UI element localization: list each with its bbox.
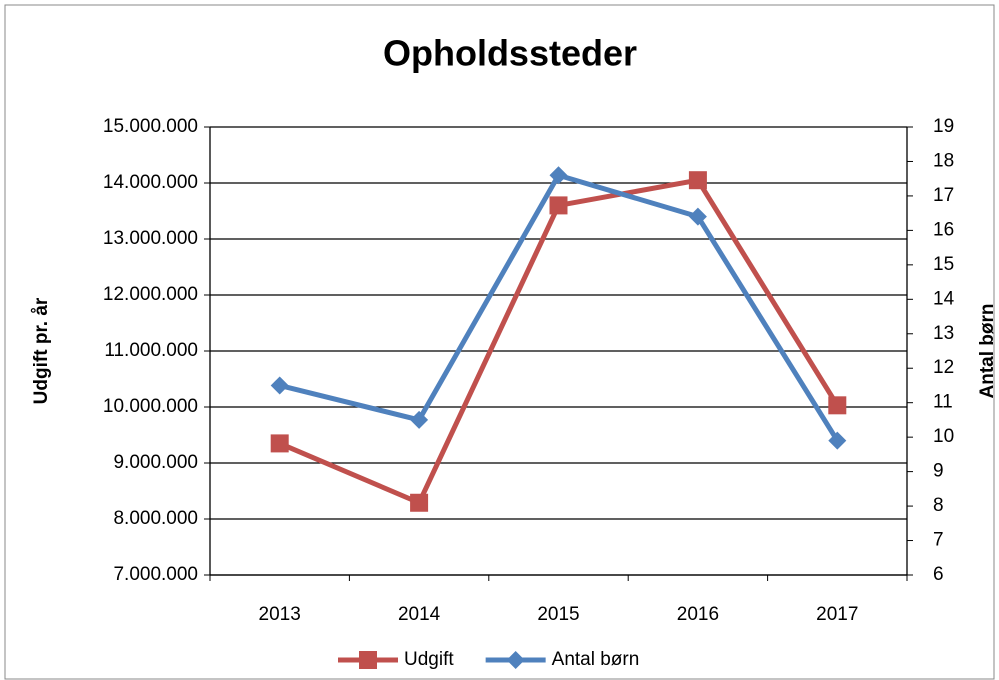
y-tick-label: 9.000.000 [113, 452, 198, 473]
y-tick-label: 7.000.000 [113, 564, 198, 585]
y2-tick-label: 16 [933, 219, 954, 240]
marker [688, 207, 707, 226]
y2-axis-label: Antal børn [977, 304, 998, 399]
y2-tick-label: 15 [933, 254, 954, 275]
marker [270, 376, 289, 395]
marker [270, 434, 289, 453]
y-tick-label: 10.000.000 [103, 396, 198, 417]
y-tick-label: 8.000.000 [113, 508, 198, 529]
chart-frame [4, 4, 995, 680]
y-tick-label: 12.000.000 [103, 284, 198, 305]
marker [549, 166, 568, 185]
x-tick-label: 2015 [537, 604, 579, 625]
y2-tick-label: 12 [933, 357, 954, 378]
x-tick-label: 2017 [816, 604, 858, 625]
marker [410, 493, 429, 512]
marker [549, 196, 568, 215]
y-tick-label: 13.000.000 [103, 228, 198, 249]
chart-title: Opholdssteder [383, 33, 637, 74]
y2-tick-label: 18 [933, 150, 954, 171]
marker [828, 431, 847, 450]
y-tick-label: 15.000.000 [103, 116, 198, 137]
y2-tick-label: 7 [933, 530, 944, 551]
legend-label: Udgift [404, 649, 454, 670]
y2-tick-label: 17 [933, 185, 954, 206]
y2-tick-label: 14 [933, 288, 955, 309]
y2-tick-label: 11 [933, 392, 953, 413]
y-tick-label: 11.000.000 [104, 340, 198, 361]
x-tick-label: 2013 [259, 604, 301, 625]
y2-tick-label: 19 [933, 116, 954, 137]
marker [828, 396, 847, 415]
x-tick-label: 2014 [398, 604, 441, 625]
y-tick-label: 14.000.000 [103, 172, 198, 193]
y2-tick-label: 13 [933, 323, 954, 344]
x-tick-label: 2016 [677, 604, 719, 625]
marker [359, 651, 377, 669]
y2-tick-label: 10 [933, 426, 954, 447]
marker [506, 651, 525, 669]
marker [410, 410, 429, 429]
y2-tick-label: 9 [933, 461, 944, 482]
marker [688, 171, 707, 190]
legend-label: Antal børn [552, 649, 640, 670]
y-axis-label: Udgift pr. år [31, 297, 52, 404]
y2-tick-label: 8 [933, 495, 944, 516]
y2-tick-label: 6 [933, 564, 944, 585]
